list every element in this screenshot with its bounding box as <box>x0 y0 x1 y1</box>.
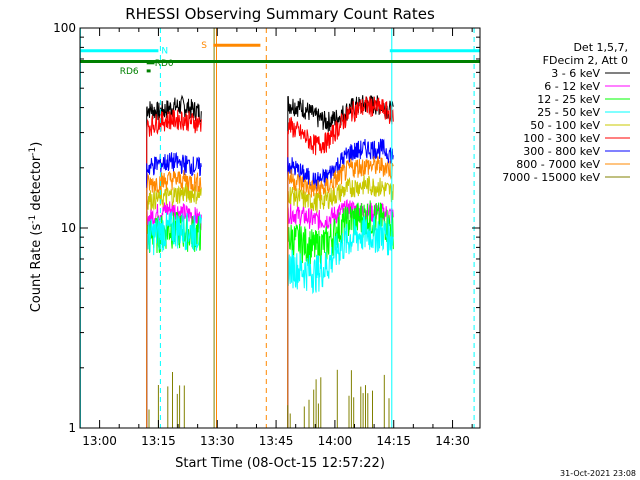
x-axis-label: Start Time (08-Oct-15 12:57:22) <box>175 456 385 471</box>
y-tick-label: 1 <box>68 421 76 435</box>
state-bar-label: S <box>201 41 207 51</box>
series-line <box>146 169 202 428</box>
state-bar-label: N <box>161 47 168 57</box>
x-tick-label: 13:30 <box>200 434 235 448</box>
series-line <box>287 156 394 428</box>
series-line <box>146 182 202 428</box>
legend-header-line: Det 1,5,7, <box>573 41 628 54</box>
state-bar-label: RD0 <box>155 59 174 69</box>
x-tick-label: 13:15 <box>141 434 176 448</box>
legend-entry-label: 50 - 100 keV <box>530 119 600 132</box>
chart-title: RHESSI Observing Summary Count Rates <box>125 5 435 23</box>
plot-frame <box>79 27 481 429</box>
series-line <box>287 215 394 428</box>
legend-header-line: FDecim 2, Att 0 <box>543 54 628 67</box>
x-tick-label: 14:30 <box>435 434 470 448</box>
series-line <box>287 175 394 428</box>
timestamp: 31-Oct-2021 23:08 <box>560 469 636 478</box>
series-line <box>287 96 394 428</box>
legend-entry-label: 7000 - 15000 keV <box>502 171 600 184</box>
plot-area: N S RD0 RD6 1 10 100 13:00 13:15 13:30 13:45 14:00 1… <box>53 21 481 448</box>
y-axis-label-superscript: -1 <box>28 215 38 224</box>
y-axis-label-superscript: -1 <box>28 147 38 156</box>
legend-entry-label: 300 - 800 keV <box>523 145 600 158</box>
x-tick-label: 13:45 <box>259 434 294 448</box>
legend-entry-label: 25 - 50 keV <box>537 106 600 119</box>
series-line <box>287 199 394 428</box>
legend-entry-label: 12 - 25 keV <box>537 93 600 106</box>
y-axis-label-part: ) <box>29 142 44 147</box>
y-axis-label: Count Rate (s-1 detector-1) <box>28 142 44 313</box>
series-line <box>146 94 202 428</box>
legend-entry-label: 6 - 12 keV <box>544 80 600 93</box>
legend-entry-label: 800 - 7000 keV <box>516 158 600 171</box>
x-tick-label: 14:15 <box>376 434 411 448</box>
series-line <box>146 211 202 428</box>
x-tick-label: 13:00 <box>82 434 117 448</box>
series-line <box>146 152 202 428</box>
y-axis-label-part: detector <box>29 155 44 215</box>
legend-entry-label: 100 - 300 keV <box>523 132 600 145</box>
series-line <box>146 109 202 428</box>
legend-entry-label: 3 - 6 keV <box>551 67 600 80</box>
y-tick-label: 100 <box>53 21 76 35</box>
y-axis-label-part: Count Rate (s <box>29 224 44 313</box>
series-line <box>287 138 394 428</box>
state-bar-label: RD6 <box>120 67 139 77</box>
series-line <box>287 200 394 428</box>
x-tick-label: 14:00 <box>318 434 353 448</box>
series-line <box>287 95 394 428</box>
y-tick-label: 10 <box>61 221 76 235</box>
